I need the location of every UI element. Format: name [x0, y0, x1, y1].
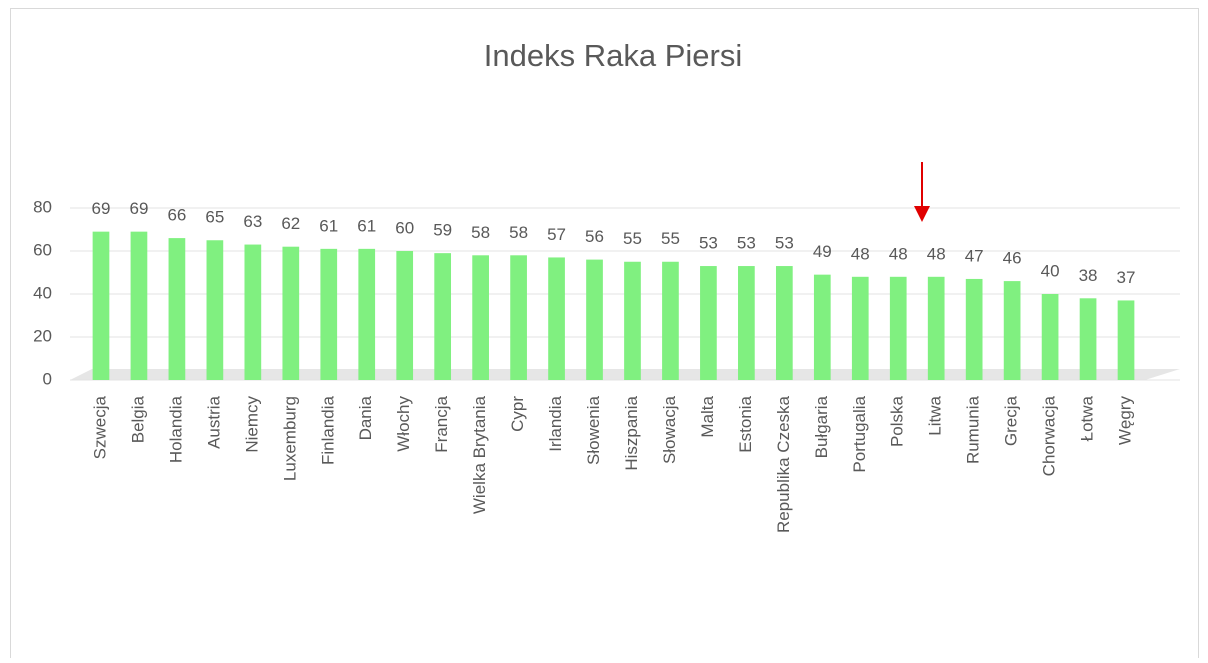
x-tick-label: Wielka Brytania [470, 395, 489, 514]
data-label: 63 [243, 212, 262, 231]
y-tick-label: 0 [43, 369, 52, 388]
bar [1117, 300, 1135, 380]
y-tick-label: 80 [33, 197, 52, 216]
bar [1079, 298, 1097, 380]
data-label: 61 [319, 216, 338, 235]
bar [889, 276, 907, 380]
x-tick-label: Szwecja [90, 395, 109, 459]
arrow-head [914, 206, 930, 222]
bar [586, 259, 603, 380]
data-label: 46 [1003, 249, 1022, 268]
bar [1003, 281, 1021, 380]
data-label: 53 [737, 234, 756, 253]
x-tick-label: Niemcy [242, 396, 261, 453]
x-tick-label: Republika Czeska [774, 395, 793, 533]
data-label: 58 [509, 223, 528, 242]
data-label: 60 [395, 218, 414, 237]
x-tick-label: Francja [432, 395, 451, 452]
chart-title: Indeks Raka Piersi [484, 38, 742, 73]
data-label: 58 [471, 223, 490, 242]
x-tick-label: Bułgaria [812, 395, 831, 458]
x-tick-label: Dania [356, 395, 375, 440]
data-label: 66 [167, 206, 186, 225]
x-tick-label: Holandia [166, 395, 185, 463]
bar [472, 255, 489, 380]
bar [510, 255, 527, 380]
data-label: 49 [813, 242, 832, 261]
x-tick-label: Irlandia [546, 395, 565, 451]
bar [396, 251, 414, 380]
data-label: 57 [547, 225, 566, 244]
x-tick-label: Słowenia [584, 395, 603, 465]
bar [244, 244, 262, 380]
y-tick-label: 20 [33, 326, 52, 345]
bar [927, 276, 945, 380]
y-tick-label: 40 [33, 283, 52, 302]
data-label: 61 [357, 216, 376, 235]
data-label: 48 [889, 244, 908, 263]
data-label: 38 [1079, 266, 1098, 285]
bar [358, 248, 376, 380]
x-tick-label: Łotwa [1078, 395, 1097, 441]
data-label: 37 [1117, 268, 1136, 287]
x-tick-label: Hiszpania [622, 395, 641, 470]
data-label: 65 [205, 208, 224, 227]
bar [434, 253, 452, 380]
x-tick-label: Słowacja [660, 395, 679, 464]
data-label: 56 [585, 227, 604, 246]
data-label: 53 [775, 234, 794, 253]
x-tick-label: Estonia [736, 395, 755, 452]
x-tick-label: Malta [698, 395, 717, 437]
data-label: 69 [129, 199, 148, 218]
bar [700, 266, 717, 380]
data-label: 55 [623, 229, 642, 248]
x-tick-label: Rumunia [964, 395, 983, 464]
x-tick-label: Belgia [128, 395, 147, 443]
data-label: 55 [661, 229, 680, 248]
data-label: 47 [965, 246, 984, 265]
bar [282, 246, 300, 380]
bar [851, 276, 869, 380]
x-tick-label: Węgry [1116, 396, 1135, 446]
data-label: 53 [699, 234, 718, 253]
x-tick-label: Austria [204, 395, 223, 448]
x-tick-label: Luxemburg [280, 396, 299, 481]
data-label: 40 [1041, 261, 1060, 280]
x-tick-label: Grecja [1002, 395, 1021, 446]
bar [92, 231, 110, 380]
x-tick-label: Portugalia [850, 395, 869, 472]
bar [320, 248, 338, 380]
data-label: 69 [92, 199, 111, 218]
y-tick-label: 60 [33, 240, 52, 259]
x-tick-label: Włochy [394, 396, 413, 452]
bar [775, 266, 793, 380]
bar [813, 274, 831, 380]
bar [168, 238, 186, 380]
data-label: 62 [281, 214, 300, 233]
x-tick-label: Finlandia [318, 395, 337, 465]
bar [738, 266, 755, 380]
data-label: 48 [851, 244, 870, 263]
x-tick-label: Polska [888, 395, 907, 447]
bar [624, 261, 641, 380]
bar [965, 278, 983, 380]
bar [662, 261, 679, 380]
bar [1041, 294, 1059, 380]
bar [130, 231, 148, 380]
x-tick-label: Cypr [508, 396, 527, 432]
bar [548, 257, 565, 380]
x-tick-label: Chorwacja [1040, 395, 1059, 476]
data-label: 48 [927, 244, 946, 263]
bar [206, 240, 224, 380]
data-label: 59 [433, 221, 452, 240]
x-tick-label: Litwa [926, 395, 945, 435]
